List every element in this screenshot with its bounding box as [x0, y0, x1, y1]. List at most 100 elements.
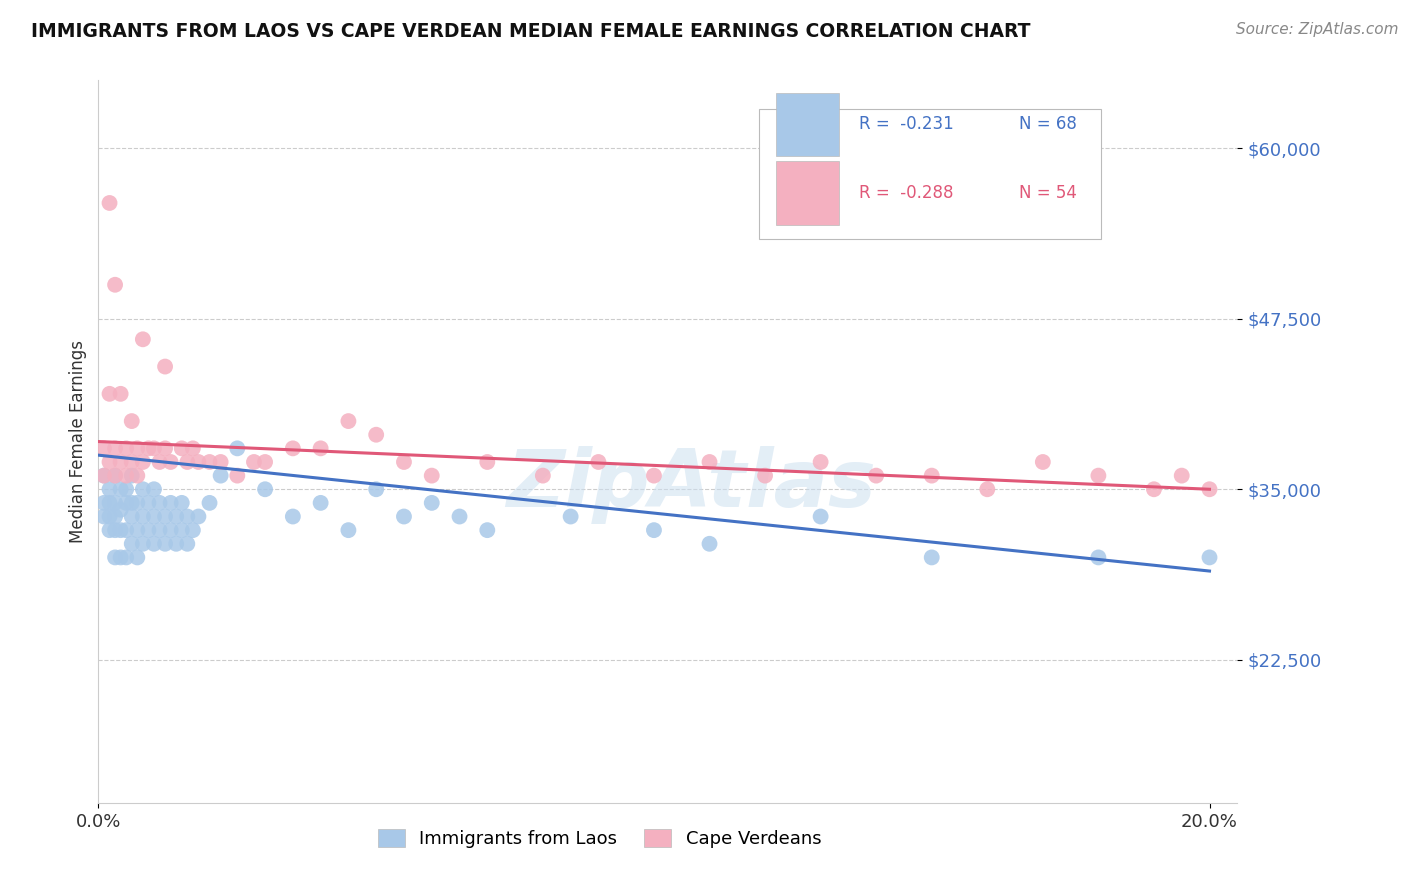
- Point: [104, 442, 127, 456]
- Point: [181, 523, 204, 537]
- Text: R =  -0.231: R = -0.231: [859, 115, 953, 133]
- Point: [132, 455, 155, 469]
- Point: [104, 496, 127, 510]
- Point: [127, 550, 149, 565]
- Text: R =  -0.288: R = -0.288: [859, 184, 953, 202]
- Point: [159, 496, 181, 510]
- Point: [420, 468, 443, 483]
- Point: [115, 496, 138, 510]
- Point: [104, 277, 127, 292]
- Point: [127, 442, 149, 456]
- Point: [1087, 550, 1109, 565]
- Point: [98, 509, 121, 524]
- Point: [110, 455, 132, 469]
- Point: [209, 455, 232, 469]
- Point: [93, 468, 115, 483]
- Point: [115, 550, 138, 565]
- Point: [187, 455, 209, 469]
- Point: [531, 468, 554, 483]
- Point: [1198, 550, 1220, 565]
- Legend: Immigrants from Laos, Cape Verdeans: Immigrants from Laos, Cape Verdeans: [370, 822, 828, 855]
- Point: [104, 468, 127, 483]
- Point: [810, 509, 832, 524]
- Point: [254, 482, 277, 496]
- Point: [588, 455, 610, 469]
- Point: [366, 482, 388, 496]
- Point: [153, 359, 176, 374]
- Point: [170, 442, 193, 456]
- Point: [121, 509, 143, 524]
- Point: [1032, 455, 1054, 469]
- Point: [104, 523, 127, 537]
- Point: [98, 196, 121, 211]
- Point: [337, 523, 360, 537]
- Point: [176, 509, 198, 524]
- Point: [93, 468, 115, 483]
- Point: [104, 550, 127, 565]
- Point: [153, 509, 176, 524]
- Point: [309, 442, 332, 456]
- Point: [699, 537, 721, 551]
- Y-axis label: Median Female Earnings: Median Female Earnings: [69, 340, 87, 543]
- Point: [127, 523, 149, 537]
- Point: [477, 523, 499, 537]
- Text: N = 54: N = 54: [1018, 184, 1077, 202]
- Point: [176, 455, 198, 469]
- FancyBboxPatch shape: [776, 93, 839, 156]
- Point: [337, 414, 360, 428]
- Point: [254, 455, 277, 469]
- Point: [921, 550, 943, 565]
- Point: [181, 442, 204, 456]
- Point: [93, 496, 115, 510]
- Point: [976, 482, 998, 496]
- Point: [115, 523, 138, 537]
- Point: [560, 509, 582, 524]
- Point: [121, 496, 143, 510]
- Point: [159, 455, 181, 469]
- Point: [754, 468, 776, 483]
- Point: [127, 496, 149, 510]
- Point: [132, 332, 155, 346]
- Point: [110, 550, 132, 565]
- Point: [198, 496, 221, 510]
- Point: [143, 482, 166, 496]
- Point: [198, 455, 221, 469]
- Point: [176, 537, 198, 551]
- Point: [187, 509, 209, 524]
- Point: [226, 442, 249, 456]
- Point: [115, 468, 138, 483]
- Point: [143, 537, 166, 551]
- Point: [98, 455, 121, 469]
- Point: [132, 537, 155, 551]
- Point: [392, 455, 415, 469]
- Point: [148, 455, 170, 469]
- Point: [1143, 482, 1166, 496]
- Point: [159, 523, 181, 537]
- Text: Source: ZipAtlas.com: Source: ZipAtlas.com: [1236, 22, 1399, 37]
- Point: [98, 523, 121, 537]
- Text: IMMIGRANTS FROM LAOS VS CAPE VERDEAN MEDIAN FEMALE EARNINGS CORRELATION CHART: IMMIGRANTS FROM LAOS VS CAPE VERDEAN MED…: [31, 22, 1031, 41]
- Point: [110, 502, 132, 516]
- Point: [98, 496, 121, 510]
- Point: [132, 509, 155, 524]
- Point: [121, 414, 143, 428]
- Point: [115, 482, 138, 496]
- Point: [148, 496, 170, 510]
- Point: [420, 496, 443, 510]
- Point: [143, 509, 166, 524]
- Point: [170, 523, 193, 537]
- Point: [98, 387, 121, 401]
- Point: [115, 442, 138, 456]
- Text: ZipAtlas: ZipAtlas: [506, 446, 876, 524]
- Point: [309, 496, 332, 510]
- Point: [243, 455, 266, 469]
- Point: [148, 523, 170, 537]
- Point: [104, 509, 127, 524]
- Point: [1198, 482, 1220, 496]
- Point: [865, 468, 887, 483]
- Point: [366, 427, 388, 442]
- Point: [1170, 468, 1192, 483]
- Point: [643, 523, 665, 537]
- Point: [121, 537, 143, 551]
- Point: [209, 468, 232, 483]
